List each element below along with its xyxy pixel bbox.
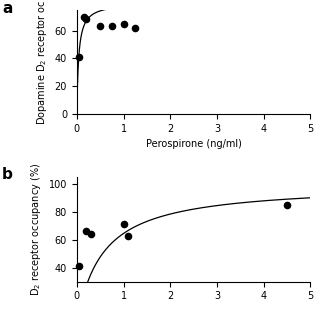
Point [126,233,131,238]
Point [132,25,138,30]
Point [98,24,103,29]
Point [84,17,89,22]
Text: b: b [2,166,13,181]
Point [121,222,126,227]
Point [121,21,126,26]
Point [76,264,82,269]
Point [109,24,115,29]
Point [284,202,290,207]
Text: a: a [2,1,12,16]
Y-axis label: Dopamine D$_2$ receptor oc: Dopamine D$_2$ receptor oc [35,0,49,125]
Y-axis label: D$_2$ receptor occupancy (%): D$_2$ receptor occupancy (%) [29,163,43,296]
Point [84,229,89,234]
Point [88,232,93,237]
X-axis label: Perospirone (ng/ml): Perospirone (ng/ml) [146,140,242,149]
Point [76,54,82,60]
Point [81,14,86,19]
